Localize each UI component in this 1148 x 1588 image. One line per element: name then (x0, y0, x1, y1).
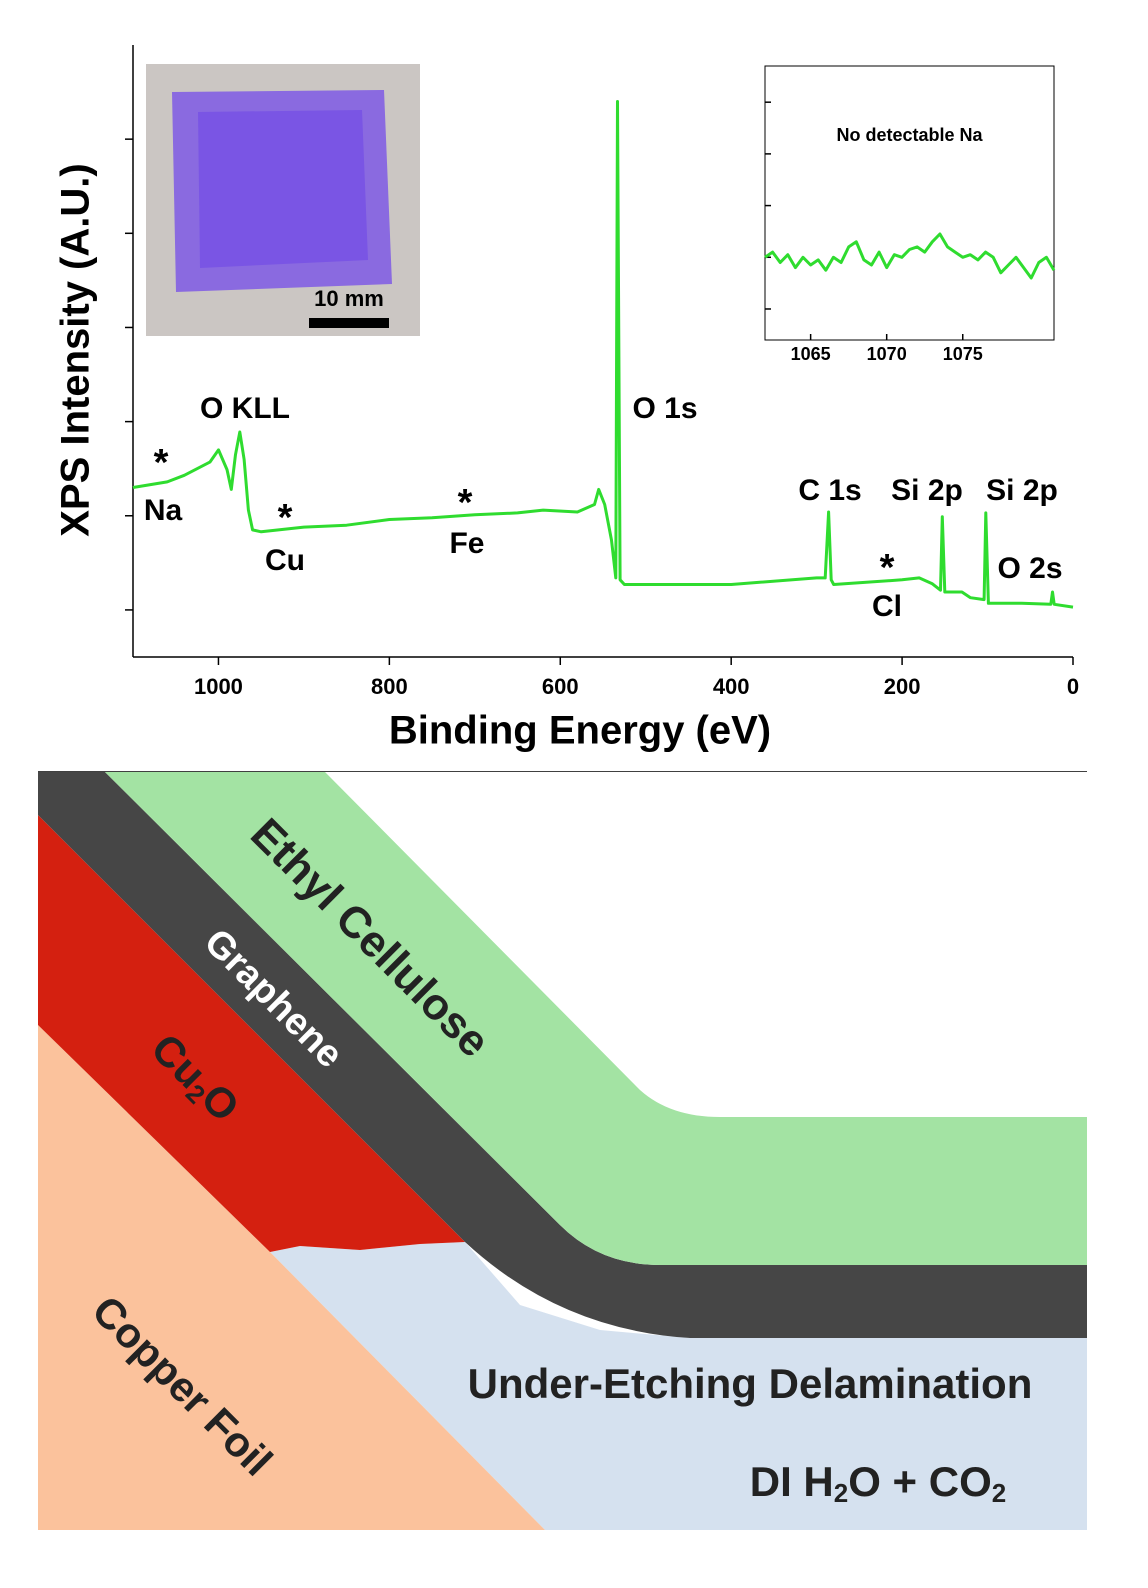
scale-label: 10 mm (314, 286, 384, 311)
peak-label: Na (144, 494, 183, 527)
ethyl-cellulose-layer (105, 772, 1087, 1265)
x-tick-label: 0 (1067, 674, 1079, 699)
spectrum-line (764, 232, 1056, 280)
inset-title: No detectable Na (836, 125, 983, 145)
peak-label: Si 2p (986, 474, 1058, 507)
peak-label: Si 2p (891, 474, 963, 507)
peak-label: O 1s (632, 392, 697, 425)
y-axis-title: XPS Intensity (A.U.) (54, 163, 98, 536)
peak-label: * (458, 482, 473, 524)
x-tick-label: 600 (542, 674, 579, 699)
solution-part: O + CO (848, 1458, 992, 1505)
scale-bar (309, 318, 389, 328)
x-tick-label: 200 (884, 674, 921, 699)
copper-foil (38, 1025, 545, 1530)
solution-part: DI H (750, 1458, 834, 1505)
solution-sub: 2 (992, 1478, 1006, 1508)
peak-label: Fe (449, 527, 484, 560)
diagram: Ethyl Cellulose Graphene Cu2O Copper Foi… (38, 772, 1087, 1530)
plot-frame (764, 65, 1055, 341)
peak-label: C 1s (798, 474, 861, 507)
x-tick-label: 800 (371, 674, 408, 699)
peak-label: Cl (872, 590, 902, 623)
x-tick-label: 1075 (943, 344, 983, 364)
spectrum-line (132, 100, 1074, 609)
water-region (270, 1242, 1087, 1530)
delamination-label: Under-Etching Delamination (468, 1360, 1033, 1407)
x-tick-label: 1000 (194, 674, 243, 699)
x-tick-label: 400 (713, 674, 750, 699)
peak-label: O KLL (200, 392, 290, 425)
peak-label: O 2s (997, 552, 1062, 585)
solution-label: DI H2O + CO2 (750, 1458, 1006, 1508)
solution-sub: 2 (834, 1478, 848, 1508)
x-tick-label: 1070 (867, 344, 907, 364)
peak-label: Cu (265, 544, 305, 577)
x-axis-title: Binding Energy (eV) (389, 709, 771, 753)
x-tick-label: 1065 (791, 344, 831, 364)
peak-label: * (278, 497, 293, 539)
cu2o-layer (38, 815, 465, 1252)
peak-label: * (880, 547, 895, 589)
wafer-center (198, 110, 368, 268)
peak-label: * (154, 442, 169, 484)
graphene-layer (38, 772, 1087, 1338)
